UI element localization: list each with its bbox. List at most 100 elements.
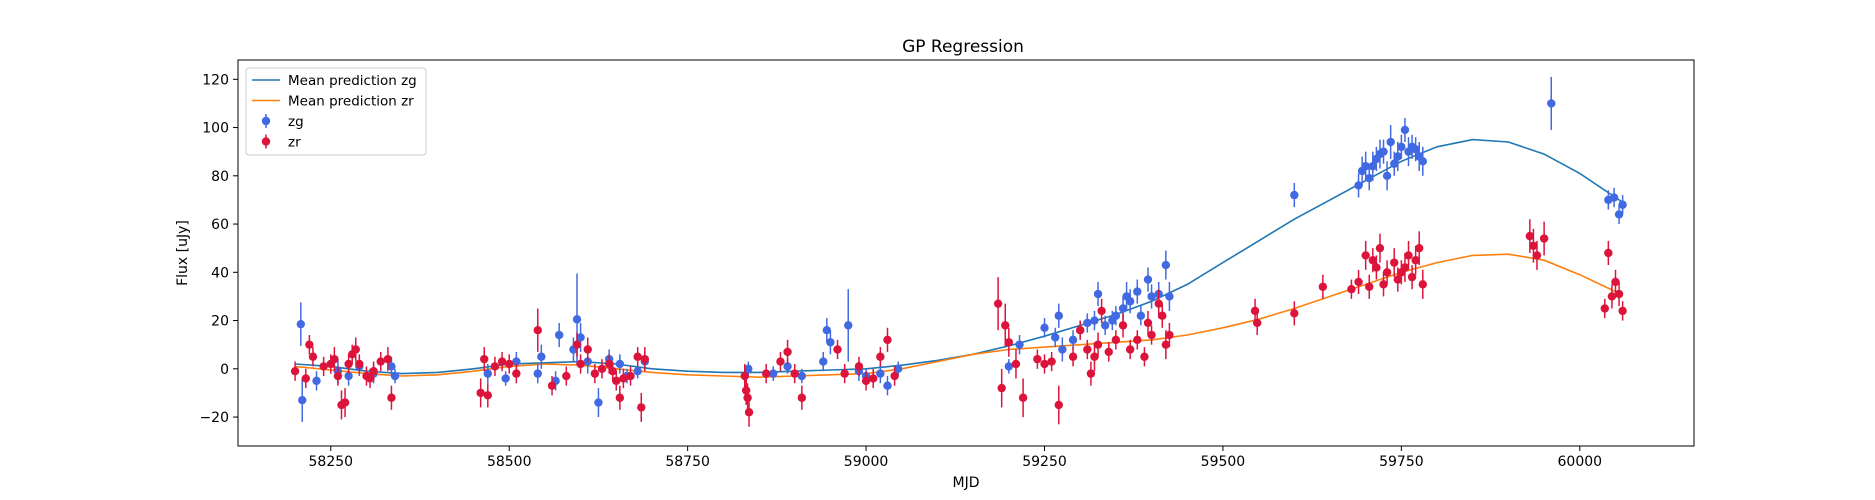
data-point bbox=[319, 362, 328, 371]
data-point bbox=[576, 359, 585, 369]
data-point bbox=[1165, 292, 1174, 301]
data-point bbox=[1018, 393, 1028, 402]
data-point bbox=[1347, 284, 1356, 294]
data-point bbox=[369, 367, 378, 376]
data-point bbox=[1250, 306, 1260, 316]
data-point bbox=[1361, 161, 1370, 171]
data-point bbox=[533, 326, 542, 335]
data-point bbox=[743, 393, 752, 402]
data-point bbox=[1253, 318, 1262, 328]
data-point bbox=[790, 369, 799, 378]
data-point bbox=[740, 371, 749, 381]
data-point bbox=[533, 369, 542, 378]
data-point bbox=[797, 371, 807, 381]
data-point bbox=[1047, 357, 1056, 366]
data-point bbox=[576, 333, 585, 342]
data-point bbox=[1165, 330, 1174, 340]
data-point bbox=[376, 357, 385, 366]
data-point bbox=[1600, 304, 1609, 313]
data-point bbox=[483, 369, 493, 378]
legend: Mean prediction zg Mean prediction zr zg zr bbox=[245, 67, 427, 156]
x-tick-label: 59000 bbox=[844, 454, 889, 470]
data-point bbox=[383, 354, 393, 364]
legend-label: Mean prediction zr bbox=[288, 94, 414, 110]
data-point bbox=[883, 381, 892, 390]
data-point bbox=[833, 345, 842, 354]
data-point bbox=[1386, 137, 1395, 147]
y-tick-label: 120 bbox=[202, 72, 229, 88]
data-point bbox=[1614, 210, 1624, 219]
x-tick-label: 58750 bbox=[665, 454, 710, 470]
data-point bbox=[355, 359, 364, 369]
data-point bbox=[365, 374, 375, 383]
data-point bbox=[572, 315, 582, 324]
data-point bbox=[1143, 275, 1153, 284]
y-tick-label: −20 bbox=[199, 410, 229, 426]
data-point bbox=[562, 371, 571, 381]
data-point bbox=[1147, 292, 1156, 301]
data-point bbox=[1040, 359, 1049, 369]
data-point bbox=[1539, 234, 1549, 243]
data-point bbox=[1161, 260, 1171, 270]
data-point bbox=[1054, 311, 1063, 320]
y-tick-label: 20 bbox=[211, 314, 229, 330]
data-point bbox=[1354, 181, 1363, 190]
x-axis-label: MJD bbox=[953, 475, 980, 491]
data-point bbox=[1547, 99, 1556, 108]
x-tick-label: 59750 bbox=[1379, 454, 1424, 470]
data-point bbox=[1390, 258, 1399, 267]
data-point bbox=[1365, 174, 1374, 183]
data-point bbox=[1068, 335, 1078, 345]
data-point bbox=[296, 319, 306, 329]
data-point bbox=[1618, 200, 1627, 209]
data-point bbox=[1361, 251, 1370, 260]
data-point bbox=[476, 388, 485, 398]
data-point bbox=[612, 376, 621, 386]
data-point bbox=[1611, 277, 1620, 287]
y-axis-label: Flux [uJy] bbox=[175, 220, 191, 286]
data-point bbox=[333, 371, 343, 381]
data-point bbox=[1093, 340, 1103, 349]
data-point bbox=[1040, 323, 1049, 332]
data-point bbox=[351, 345, 360, 354]
data-point bbox=[633, 367, 642, 376]
data-point bbox=[854, 362, 864, 371]
data-point bbox=[387, 362, 396, 371]
data-point bbox=[615, 359, 625, 369]
legend-box bbox=[245, 67, 427, 156]
data-point bbox=[1372, 263, 1381, 272]
data-point bbox=[1393, 275, 1403, 284]
data-point bbox=[1382, 171, 1392, 180]
data-point bbox=[993, 299, 1003, 308]
data-point bbox=[769, 369, 778, 378]
data-point bbox=[761, 369, 771, 378]
series-layer bbox=[290, 76, 1627, 427]
data-point bbox=[1158, 311, 1167, 320]
data-point bbox=[290, 367, 300, 376]
data-point bbox=[312, 376, 321, 386]
data-point bbox=[1400, 263, 1410, 272]
data-point bbox=[1058, 345, 1067, 354]
x-tick-label: 60000 bbox=[1558, 454, 1603, 470]
data-point bbox=[1004, 338, 1014, 347]
data-point bbox=[1093, 289, 1103, 299]
data-point bbox=[1143, 318, 1153, 328]
data-point bbox=[594, 398, 603, 407]
series-points-zr bbox=[290, 219, 1627, 427]
data-point bbox=[1015, 340, 1024, 349]
data-point bbox=[1368, 256, 1378, 265]
data-point bbox=[1379, 280, 1388, 289]
data-point bbox=[1411, 256, 1420, 265]
data-point bbox=[505, 359, 514, 369]
data-point bbox=[1609, 193, 1619, 202]
legend-label: Mean prediction zg bbox=[288, 73, 417, 89]
data-point bbox=[390, 371, 400, 381]
data-point bbox=[1397, 142, 1406, 152]
data-point bbox=[1001, 321, 1010, 330]
data-point bbox=[483, 391, 493, 400]
data-point bbox=[1104, 347, 1113, 357]
data-point bbox=[1118, 304, 1128, 313]
data-point bbox=[1090, 316, 1099, 325]
data-point bbox=[604, 359, 614, 369]
data-point bbox=[1118, 321, 1128, 330]
